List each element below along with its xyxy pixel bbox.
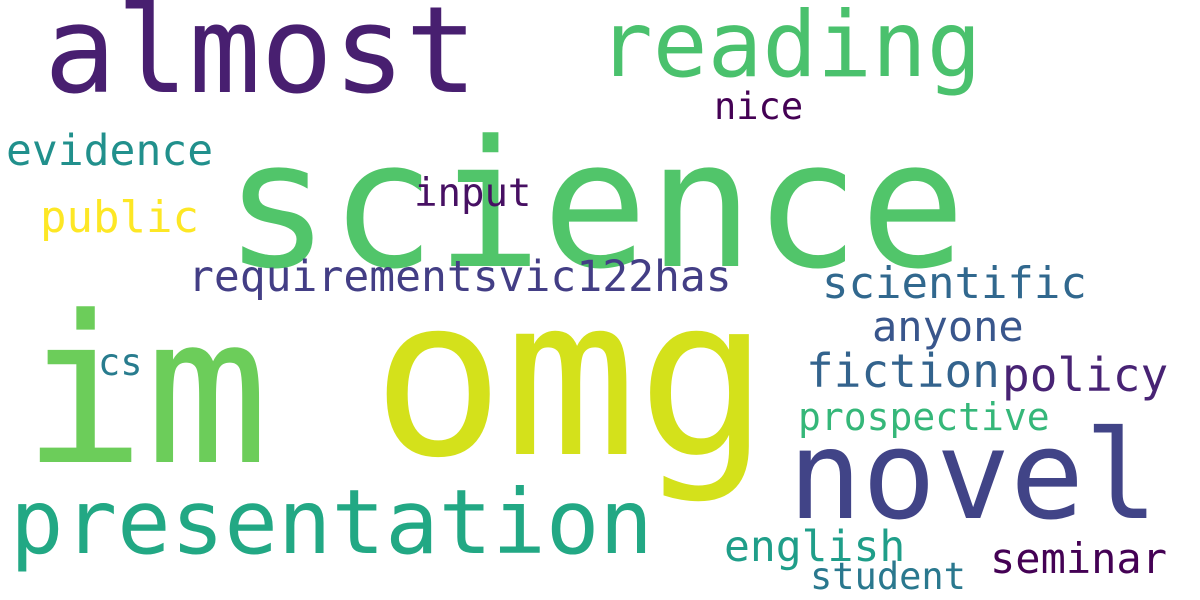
word-science: science [224, 103, 966, 308]
word-fiction: fiction [806, 344, 1000, 398]
word-evidence: evidence [6, 126, 214, 176]
word-anyone: anyone [872, 302, 1024, 351]
word-omg: omg [372, 250, 770, 506]
word-input: input [414, 171, 532, 216]
word-prospective: prospective [798, 395, 1050, 439]
word-requirementsvic122has: requirementsvic122has [188, 252, 732, 302]
word-student: student [810, 555, 966, 598]
word-cs: cs [98, 341, 143, 384]
word-presentation: presentation [10, 470, 653, 574]
word-public: public [40, 192, 199, 243]
word-seminar: seminar [990, 534, 1168, 583]
word-almost: almost [44, 0, 478, 121]
word-scientific: scientific [822, 258, 1087, 309]
word-reading: reading [598, 0, 982, 98]
word-nice: nice [714, 85, 804, 128]
word-novel: novel [788, 405, 1159, 548]
word-im: im [22, 273, 269, 511]
word-english: english [724, 522, 906, 572]
word-policy: policy [1002, 348, 1169, 402]
